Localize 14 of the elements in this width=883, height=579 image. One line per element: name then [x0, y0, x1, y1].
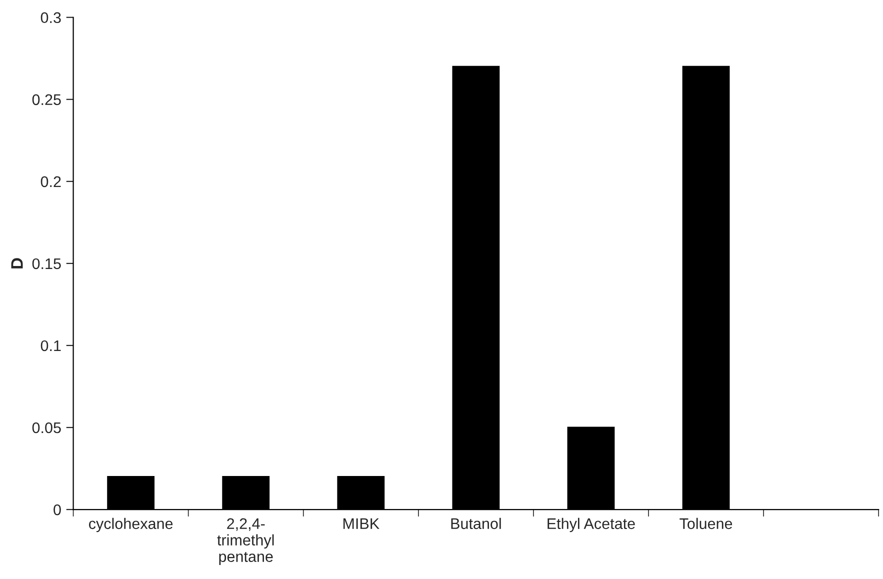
- y-tick-label: 0.1: [40, 340, 61, 352]
- x-tick-label: Toluene: [680, 518, 732, 530]
- x-tick-label: 2,2,4-trimethyl pentane: [217, 518, 274, 566]
- y-tick-label: 0.05: [32, 422, 61, 434]
- y-tick-label: 0.3: [40, 12, 61, 24]
- y-tick-label: 0.15: [32, 258, 61, 270]
- y-tick-label: 0.2: [40, 176, 61, 188]
- y-axis-title: D: [11, 258, 23, 268]
- x-tick-label: Ethyl Acetate: [548, 518, 635, 532]
- y-tick-label: 0.25: [32, 94, 61, 106]
- y-tick-label: 0: [54, 504, 61, 516]
- x-tick-label: MIBK: [343, 518, 380, 529]
- x-tick-label: cyclohexane: [88, 518, 173, 532]
- x-tick-label: Butanol: [451, 518, 501, 530]
